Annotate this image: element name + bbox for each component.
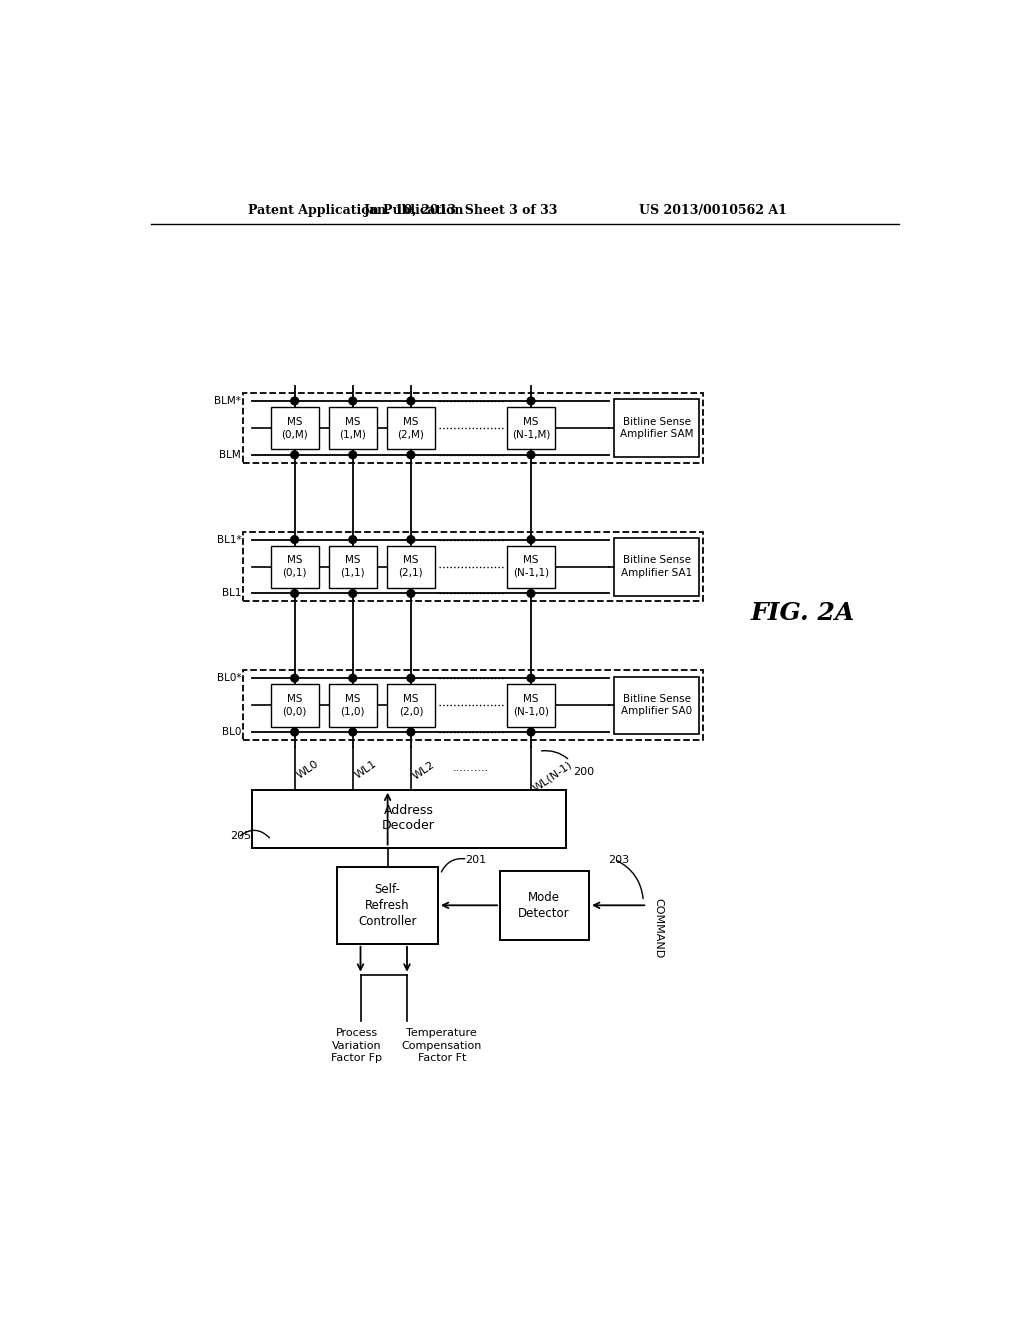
Text: WL2: WL2	[411, 759, 436, 781]
Bar	[500, 871, 589, 940]
Bar	[243, 532, 703, 601]
Circle shape	[349, 675, 356, 682]
Bar	[337, 867, 438, 944]
Text: Self-
Refresh
Controller: Self- Refresh Controller	[358, 883, 417, 928]
Text: BLM*: BLM*	[214, 396, 241, 407]
Circle shape	[407, 397, 415, 405]
Circle shape	[527, 397, 535, 405]
Text: Bitline Sense
Amplifier SAM: Bitline Sense Amplifier SAM	[620, 417, 693, 440]
Bar	[270, 407, 318, 449]
Circle shape	[407, 729, 415, 737]
Text: Bitline Sense
Amplifier SA0: Bitline Sense Amplifier SA0	[621, 694, 692, 717]
Text: BLM: BLM	[219, 450, 241, 459]
Circle shape	[407, 590, 415, 597]
Bar	[387, 545, 435, 589]
Text: US 2013/0010562 A1: US 2013/0010562 A1	[639, 205, 786, 218]
Text: MS
(1,1): MS (1,1)	[340, 556, 366, 578]
Text: WL0: WL0	[295, 759, 321, 781]
Circle shape	[527, 536, 535, 544]
Circle shape	[291, 590, 299, 597]
Text: MS
(1,M): MS (1,M)	[339, 417, 367, 440]
Text: BL1*: BL1*	[216, 535, 241, 545]
Bar	[329, 545, 377, 589]
Circle shape	[407, 451, 415, 459]
Text: Patent Application Publication: Patent Application Publication	[248, 205, 464, 218]
Text: Mode
Detector: Mode Detector	[518, 891, 570, 920]
Bar	[329, 407, 377, 449]
Text: FIG. 2A: FIG. 2A	[751, 601, 854, 624]
Bar	[614, 677, 699, 734]
Bar	[507, 407, 555, 449]
Text: MS
(0,1): MS (0,1)	[283, 556, 307, 578]
Text: Temperature
Compensation
Factor Ft: Temperature Compensation Factor Ft	[401, 1028, 482, 1064]
Text: MS
(0,0): MS (0,0)	[283, 694, 307, 717]
Circle shape	[407, 536, 415, 544]
Circle shape	[349, 729, 356, 737]
Circle shape	[527, 590, 535, 597]
Bar	[614, 400, 699, 457]
Bar	[243, 671, 703, 739]
Text: ..........: ..........	[453, 763, 488, 772]
Bar	[270, 545, 318, 589]
Text: 200: 200	[573, 767, 595, 776]
Text: Address
Decoder: Address Decoder	[382, 804, 435, 833]
Text: Bitline Sense
Amplifier SA1: Bitline Sense Amplifier SA1	[621, 556, 692, 578]
Text: 201: 201	[465, 855, 486, 865]
Text: BL1: BL1	[221, 589, 241, 598]
Text: BL0: BL0	[222, 727, 241, 737]
Circle shape	[291, 451, 299, 459]
Circle shape	[291, 675, 299, 682]
Text: WL(N-1): WL(N-1)	[531, 759, 573, 793]
Bar	[252, 789, 566, 847]
Circle shape	[527, 675, 535, 682]
Bar	[614, 539, 699, 595]
Circle shape	[291, 397, 299, 405]
Circle shape	[349, 451, 356, 459]
Text: MS
(2,0): MS (2,0)	[398, 694, 423, 717]
Text: MS
(N-1,1): MS (N-1,1)	[513, 556, 549, 578]
Bar	[387, 407, 435, 449]
Text: MS
(N-1,0): MS (N-1,0)	[513, 694, 549, 717]
Text: MS
(1,0): MS (1,0)	[341, 694, 365, 717]
Circle shape	[349, 536, 356, 544]
Text: Jan. 10, 2013  Sheet 3 of 33: Jan. 10, 2013 Sheet 3 of 33	[365, 205, 558, 218]
Circle shape	[407, 675, 415, 682]
Circle shape	[291, 536, 299, 544]
Bar	[329, 684, 377, 726]
Bar	[270, 684, 318, 726]
Text: 203: 203	[608, 855, 630, 865]
Bar	[243, 393, 703, 462]
Circle shape	[349, 397, 356, 405]
Text: MS
(N-1,M): MS (N-1,M)	[512, 417, 550, 440]
Circle shape	[527, 729, 535, 737]
Text: WL1: WL1	[352, 759, 378, 781]
Circle shape	[527, 451, 535, 459]
Text: MS
(0,M): MS (0,M)	[282, 417, 308, 440]
Circle shape	[291, 729, 299, 737]
Text: BL0*: BL0*	[217, 673, 241, 684]
Text: Process
Variation
Factor Fp: Process Variation Factor Fp	[331, 1028, 382, 1064]
Text: MS
(2,M): MS (2,M)	[397, 417, 424, 440]
Circle shape	[349, 590, 356, 597]
Text: COMMAND: COMMAND	[653, 898, 664, 958]
Text: 205: 205	[230, 832, 252, 841]
Bar	[507, 545, 555, 589]
Bar	[387, 684, 435, 726]
Text: MS
(2,1): MS (2,1)	[398, 556, 423, 578]
Bar	[507, 684, 555, 726]
